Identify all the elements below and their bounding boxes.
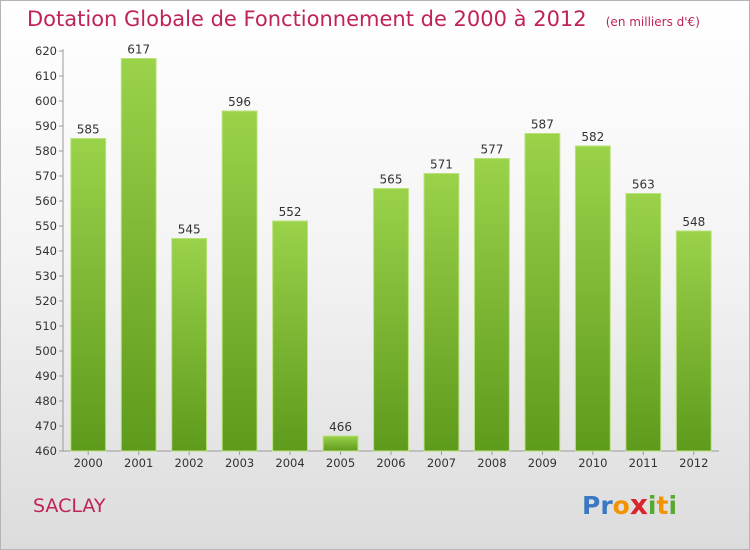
chart-subtitle: (en milliers d'€) bbox=[605, 15, 700, 29]
bar-2006 bbox=[373, 188, 409, 452]
value-label-2007: 571 bbox=[430, 158, 453, 172]
value-label-2005: 466 bbox=[329, 420, 352, 434]
x-tick-label-2008: 2008 bbox=[477, 456, 506, 470]
bar-2011 bbox=[625, 193, 662, 452]
value-label-2009: 587 bbox=[531, 118, 554, 132]
value-label-2000: 585 bbox=[77, 123, 100, 137]
y-tick-label: 590 bbox=[35, 119, 57, 133]
logo-letter: r bbox=[600, 491, 613, 520]
x-tick-label-2006: 2006 bbox=[376, 456, 405, 470]
y-tick-label: 550 bbox=[35, 219, 57, 233]
y-tick-label: 520 bbox=[35, 294, 57, 308]
y-tick-label: 460 bbox=[35, 444, 57, 458]
y-tick-label: 580 bbox=[35, 144, 57, 158]
logo-letter: i bbox=[668, 491, 678, 520]
x-tick-label-2004: 2004 bbox=[275, 456, 304, 470]
y-tick-label: 470 bbox=[35, 419, 57, 433]
bar-2001 bbox=[120, 58, 157, 452]
logo-letter: o bbox=[612, 491, 630, 520]
y-tick-label: 490 bbox=[35, 369, 57, 383]
value-label-2002: 545 bbox=[178, 223, 201, 237]
labels-layer: 585 2000 617 2001 545 2002 596 2003 552 2004 466 20… bbox=[74, 43, 709, 471]
bar-2000 bbox=[70, 138, 107, 452]
value-label-2006: 565 bbox=[380, 173, 403, 187]
x-tick-label-2012: 2012 bbox=[679, 456, 708, 470]
chart-title: Dotation Globale de Fonctionnement de 20… bbox=[27, 7, 587, 31]
value-label-2012: 548 bbox=[682, 215, 705, 229]
x-tick-label-2005: 2005 bbox=[326, 456, 355, 470]
y-tick-label: 610 bbox=[35, 69, 57, 83]
x-tick-label-2007: 2007 bbox=[427, 456, 456, 470]
bar-2007 bbox=[423, 173, 460, 452]
y-tick-label: 480 bbox=[35, 394, 57, 408]
bar-2002 bbox=[171, 238, 208, 452]
logo-letter: x bbox=[629, 488, 648, 521]
x-tick-label-2002: 2002 bbox=[175, 456, 204, 470]
y-tick-label: 620 bbox=[35, 44, 57, 58]
y-tick-label: 600 bbox=[35, 94, 57, 108]
value-label-2010: 582 bbox=[581, 130, 604, 144]
value-label-2001: 617 bbox=[127, 43, 150, 57]
value-label-2004: 552 bbox=[279, 205, 302, 219]
x-tick-label-2001: 2001 bbox=[124, 456, 153, 470]
x-tick-label-2011: 2011 bbox=[629, 456, 658, 470]
commune-name: SACLAY bbox=[33, 495, 106, 517]
bar-2004 bbox=[272, 220, 308, 452]
y-tick-label: 570 bbox=[35, 169, 57, 183]
bars-layer bbox=[70, 58, 712, 452]
bar-2009 bbox=[524, 133, 561, 452]
x-tick-label-2003: 2003 bbox=[225, 456, 254, 470]
x-tick-label-2000: 2000 bbox=[74, 456, 103, 470]
bar-2005 bbox=[322, 435, 359, 452]
axes-layer: 460 470 480 490 500 510 520 530 540 550 560 570 580 5… bbox=[35, 44, 719, 458]
proxiti-logo[interactable]: Proxiti bbox=[582, 488, 677, 521]
y-tick-label: 530 bbox=[35, 269, 57, 283]
value-label-2003: 596 bbox=[228, 95, 251, 109]
logo-letter: P bbox=[582, 491, 601, 520]
bar-2008 bbox=[474, 158, 510, 452]
bar-2012 bbox=[675, 230, 712, 452]
chart-title-row: Dotation Globale de Fonctionnement de 20… bbox=[27, 7, 700, 31]
y-tick-label: 500 bbox=[35, 344, 57, 358]
logo-letter: i bbox=[647, 491, 657, 520]
value-label-2008: 577 bbox=[480, 143, 503, 157]
y-tick-label: 560 bbox=[35, 194, 57, 208]
y-tick-label: 540 bbox=[35, 244, 57, 258]
x-tick-label-2009: 2009 bbox=[528, 456, 557, 470]
logo-letter: t bbox=[656, 491, 669, 520]
bar-2003 bbox=[221, 110, 258, 452]
bar-2010 bbox=[574, 145, 611, 452]
value-label-2011: 563 bbox=[632, 178, 655, 192]
x-tick-label-2010: 2010 bbox=[578, 456, 607, 470]
y-tick-label: 510 bbox=[35, 319, 57, 333]
